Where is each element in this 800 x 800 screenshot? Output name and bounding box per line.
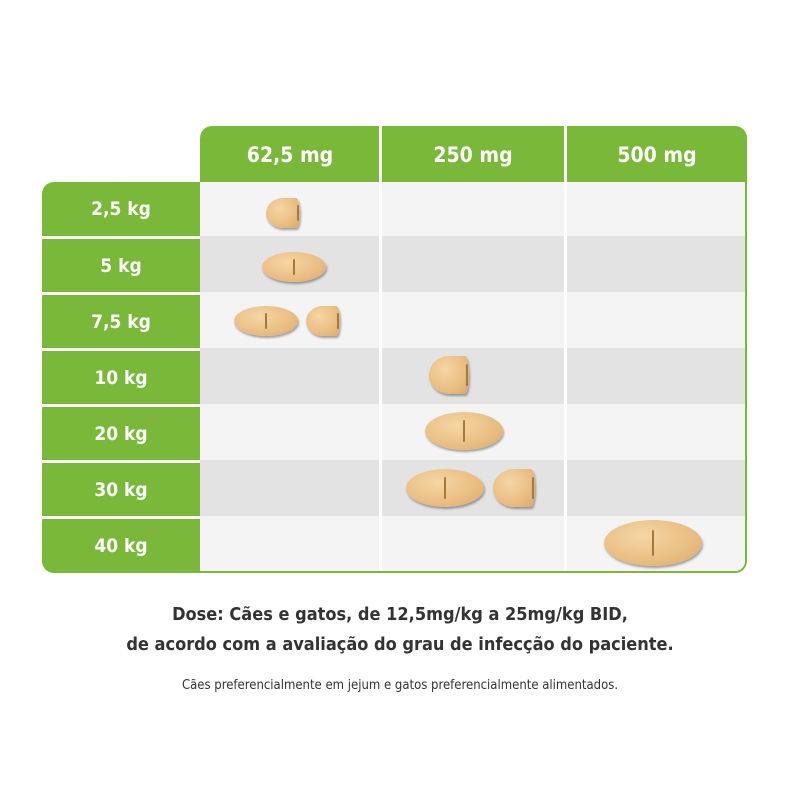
column-header-500mg: 500 mg [617, 143, 697, 167]
row-divider [42, 348, 200, 351]
tablet-score-line [293, 258, 295, 276]
scored-tablet-icon [234, 306, 298, 336]
dose-instructions-line-2: de acordo com a avaliação do grau de inf… [126, 634, 674, 655]
tablet-score-line [466, 364, 468, 386]
half-tablet-icon [493, 469, 535, 507]
row-divider [42, 460, 200, 463]
tablet-score-line [444, 477, 446, 499]
weight-label-2-5kg: 2,5 kg [91, 198, 151, 220]
weight-label-7-5kg: 7,5 kg [91, 310, 151, 333]
dose-instructions-line-1: Dose: Cães e gatos, de 12,5mg/kg a 25mg/… [172, 604, 628, 625]
column-divider [379, 182, 382, 571]
weight-label-20kg: 20 kg [94, 422, 148, 445]
dosage-grid [200, 182, 747, 573]
weight-label-30kg: 30 kg [94, 478, 148, 501]
tablet-score-line [337, 312, 339, 330]
tablet-score-line [532, 477, 534, 499]
scored-tablet-icon [406, 469, 484, 507]
scored-tablet-icon [425, 412, 503, 450]
row-divider [42, 292, 200, 295]
tablet-score-line [463, 420, 465, 442]
feeding-note: Cães preferencialmente em jejum e gatos … [181, 678, 619, 693]
column-header-62-5mg: 62,5 mg [246, 143, 334, 167]
header-divider [379, 126, 382, 184]
weight-label-10kg: 10 kg [94, 366, 148, 389]
scored-tablet-icon [262, 252, 326, 282]
row-divider [42, 236, 200, 239]
tablet-strength-header: 62,5 mg 250 mg 500 mg [200, 126, 747, 184]
column-header-250mg: 250 mg [433, 143, 513, 167]
half-tablet-icon [266, 198, 300, 228]
weight-label-5kg: 5 kg [100, 254, 142, 277]
row-divider [42, 516, 200, 519]
scored-tablet-icon [604, 520, 702, 566]
half-tablet-icon [429, 356, 469, 394]
header-divider [564, 126, 567, 184]
tablet-score-line [265, 312, 267, 330]
weight-column: 2,5 kg 5 kg 7,5 kg 10 kg 20 kg 30 kg 40 … [42, 182, 200, 573]
tablet-score-line [652, 530, 654, 556]
half-tablet-icon [306, 306, 340, 336]
table-row [200, 348, 745, 404]
weight-label-40kg: 40 kg [94, 535, 148, 557]
row-divider [42, 404, 200, 407]
column-divider [564, 182, 567, 571]
tablet-score-line [297, 204, 299, 222]
